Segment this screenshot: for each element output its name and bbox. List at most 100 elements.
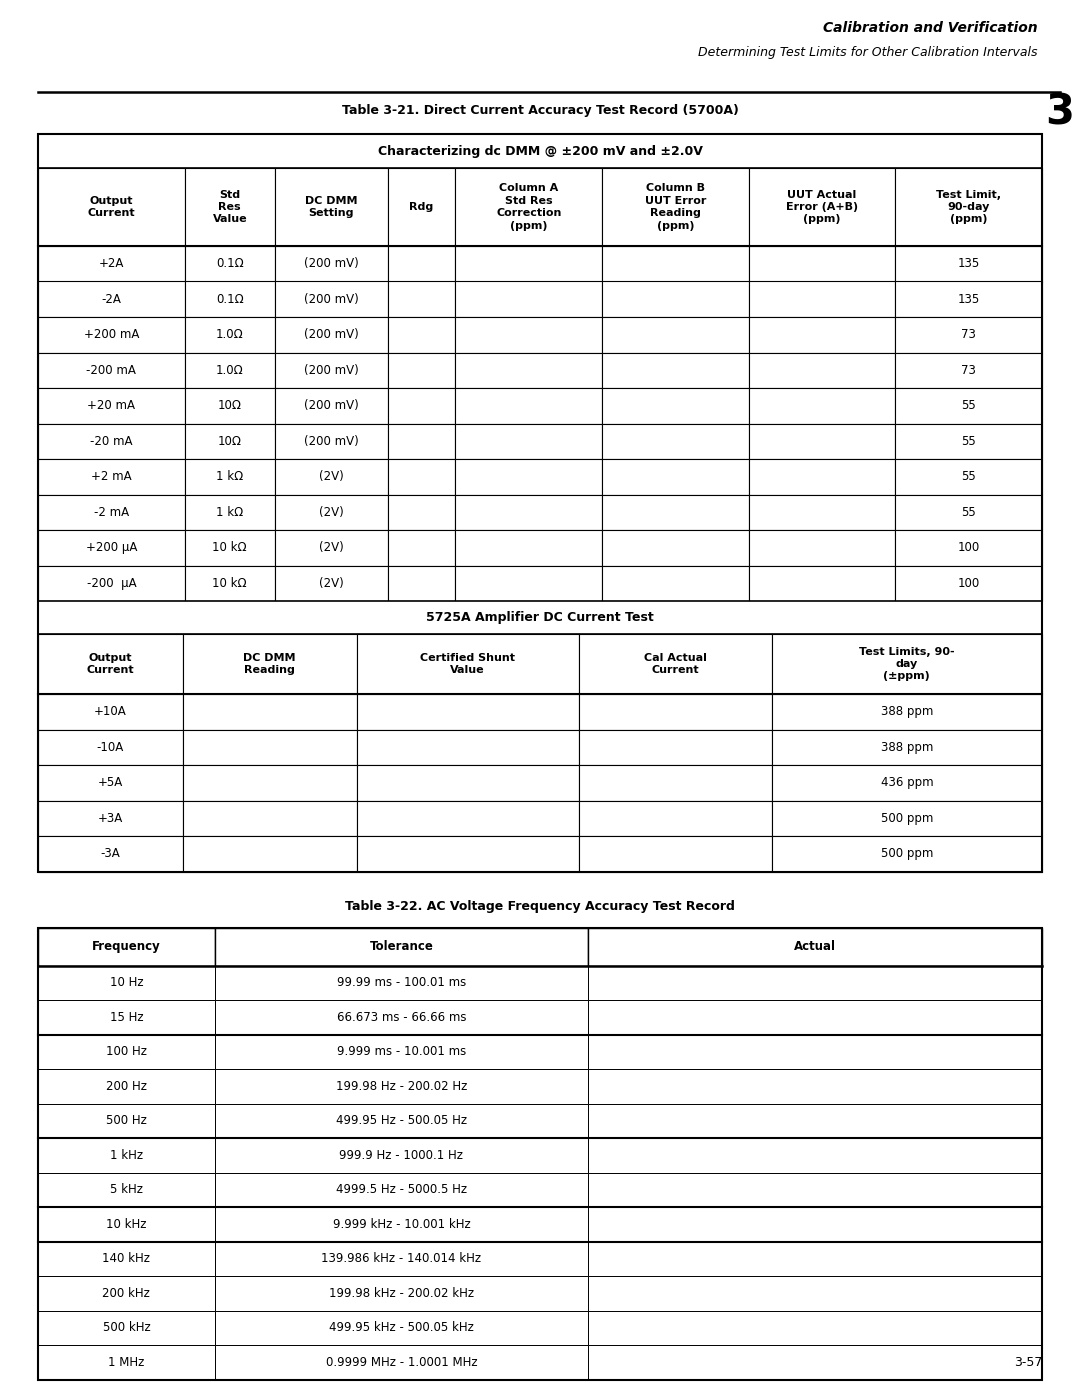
Bar: [185, 460, 275, 495]
Text: -200  μA: -200 μA: [86, 577, 136, 590]
Bar: [275, 388, 388, 423]
Bar: [589, 1275, 1042, 1310]
Bar: [772, 766, 1042, 800]
Bar: [772, 634, 1042, 694]
Text: 10 kΩ: 10 kΩ: [213, 541, 247, 555]
Bar: [38, 1172, 215, 1207]
Bar: [388, 168, 456, 246]
Bar: [602, 388, 748, 423]
Bar: [38, 246, 185, 282]
Text: 200 kHz: 200 kHz: [103, 1287, 150, 1299]
Text: 499.95 kHz - 500.05 kHz: 499.95 kHz - 500.05 kHz: [329, 1322, 474, 1334]
Bar: [589, 1069, 1042, 1104]
Bar: [895, 460, 1042, 495]
Text: Column A
Std Res
Correction
(ppm): Column A Std Res Correction (ppm): [496, 183, 562, 231]
Bar: [183, 835, 356, 872]
Text: +3A: +3A: [98, 812, 123, 824]
Bar: [895, 168, 1042, 246]
Bar: [602, 352, 748, 388]
Text: 1.0Ω: 1.0Ω: [216, 363, 244, 377]
Bar: [748, 529, 895, 566]
Bar: [38, 423, 185, 460]
Bar: [579, 634, 772, 694]
Bar: [456, 566, 602, 601]
Bar: [183, 729, 356, 766]
Bar: [895, 317, 1042, 352]
Bar: [215, 1104, 589, 1139]
Bar: [38, 495, 185, 529]
Text: 3: 3: [1045, 91, 1075, 133]
Bar: [38, 800, 183, 835]
Text: 139.986 kHz - 140.014 kHz: 139.986 kHz - 140.014 kHz: [322, 1252, 482, 1266]
Bar: [38, 388, 185, 423]
Bar: [456, 460, 602, 495]
Bar: [772, 835, 1042, 872]
Text: Column B
UUT Error
Reading
(ppm): Column B UUT Error Reading (ppm): [645, 183, 706, 231]
Text: 1 MHz: 1 MHz: [108, 1355, 145, 1369]
Text: 10 kHz: 10 kHz: [106, 1218, 147, 1231]
Text: (2V): (2V): [319, 577, 343, 590]
Bar: [215, 1172, 589, 1207]
Bar: [388, 566, 456, 601]
Bar: [275, 168, 388, 246]
Bar: [38, 1069, 215, 1104]
Bar: [602, 423, 748, 460]
Text: +2A: +2A: [98, 257, 124, 270]
Bar: [183, 800, 356, 835]
Text: 73: 73: [961, 363, 976, 377]
Bar: [748, 423, 895, 460]
Text: -200 mA: -200 mA: [86, 363, 136, 377]
Bar: [38, 1000, 215, 1035]
Bar: [589, 965, 1042, 1000]
Bar: [589, 1139, 1042, 1172]
Bar: [589, 1242, 1042, 1275]
Text: +10A: +10A: [94, 705, 126, 718]
Text: Output
Current: Output Current: [87, 196, 135, 218]
Text: Std
Res
Value: Std Res Value: [213, 190, 247, 225]
Bar: [215, 1310, 589, 1345]
Text: 500 kHz: 500 kHz: [103, 1322, 150, 1334]
Bar: [38, 928, 215, 965]
Bar: [456, 246, 602, 282]
Text: 15 Hz: 15 Hz: [109, 1011, 144, 1024]
Bar: [589, 1172, 1042, 1207]
Bar: [895, 282, 1042, 317]
Bar: [748, 282, 895, 317]
Bar: [388, 388, 456, 423]
Text: -2 mA: -2 mA: [94, 506, 129, 518]
Bar: [38, 928, 1042, 1379]
Bar: [38, 1242, 215, 1275]
Text: (200 mV): (200 mV): [303, 363, 359, 377]
Text: 5725A Amplifier DC Current Test: 5725A Amplifier DC Current Test: [427, 610, 653, 624]
Bar: [748, 352, 895, 388]
Text: Frequency: Frequency: [92, 940, 161, 953]
Bar: [38, 965, 215, 1000]
Bar: [589, 1000, 1042, 1035]
Bar: [579, 694, 772, 729]
Bar: [38, 352, 185, 388]
Text: (200 mV): (200 mV): [303, 257, 359, 270]
Text: Table 3-21. Direct Current Accuracy Test Record (5700A): Table 3-21. Direct Current Accuracy Test…: [341, 103, 739, 117]
Bar: [748, 246, 895, 282]
Text: (200 mV): (200 mV): [303, 434, 359, 448]
Text: (2V): (2V): [319, 506, 343, 518]
Text: 4999.5 Hz - 5000.5 Hz: 4999.5 Hz - 5000.5 Hz: [336, 1183, 467, 1196]
Bar: [215, 1345, 589, 1379]
Bar: [388, 246, 456, 282]
Bar: [215, 1242, 589, 1275]
Bar: [183, 634, 356, 694]
Bar: [602, 566, 748, 601]
Text: 100: 100: [958, 541, 980, 555]
Text: 500 Hz: 500 Hz: [106, 1115, 147, 1127]
Bar: [748, 495, 895, 529]
Bar: [388, 317, 456, 352]
Bar: [215, 1207, 589, 1242]
Text: 66.673 ms - 66.66 ms: 66.673 ms - 66.66 ms: [337, 1011, 467, 1024]
Text: 73: 73: [961, 328, 976, 341]
Bar: [456, 495, 602, 529]
Bar: [275, 460, 388, 495]
Text: 10 kΩ: 10 kΩ: [213, 577, 247, 590]
Bar: [38, 1035, 215, 1069]
Text: 388 ppm: 388 ppm: [880, 705, 933, 718]
Text: 199.98 Hz - 200.02 Hz: 199.98 Hz - 200.02 Hz: [336, 1080, 468, 1092]
